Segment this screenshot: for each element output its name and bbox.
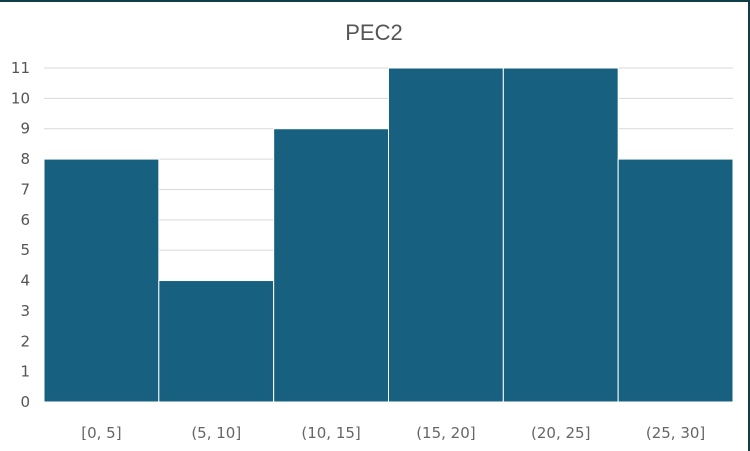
bar: [388, 67, 504, 403]
y-tick-label: 10: [11, 89, 30, 107]
y-tick-label: 6: [20, 211, 30, 229]
y-axis-ticks: 0 1 2 3 4 5 6 7 8 9 10 11: [11, 59, 30, 411]
y-tick-label: 0: [20, 393, 30, 411]
y-tick-label: 5: [20, 241, 30, 259]
bar: [617, 158, 734, 403]
y-tick-label: 7: [20, 180, 30, 198]
y-tick-label: 1: [20, 363, 30, 381]
chart-title: PEC2: [345, 20, 402, 45]
y-tick-label: 2: [20, 332, 30, 350]
y-tick-label: 3: [20, 302, 30, 320]
bar: [273, 128, 389, 403]
bars: [43, 67, 734, 403]
x-category-label: [0, 5]: [81, 424, 121, 442]
x-category-label: (15, 20]: [416, 424, 475, 442]
x-axis-categories: [0, 5] (5, 10] (10, 15] (15, 20] (20, 25] (25…: [81, 424, 705, 442]
bar: [158, 280, 275, 403]
bar: [43, 158, 160, 403]
bar: [502, 67, 619, 403]
x-category-label: (5, 10]: [191, 424, 241, 442]
y-tick-label: 9: [20, 120, 30, 138]
y-tick-label: 11: [11, 59, 30, 77]
y-tick-label: 4: [20, 272, 30, 290]
x-category-label: (25, 30]: [646, 424, 705, 442]
x-category-label: (20, 25]: [531, 424, 590, 442]
x-category-label: (10, 15]: [301, 424, 360, 442]
y-tick-label: 8: [20, 150, 30, 168]
